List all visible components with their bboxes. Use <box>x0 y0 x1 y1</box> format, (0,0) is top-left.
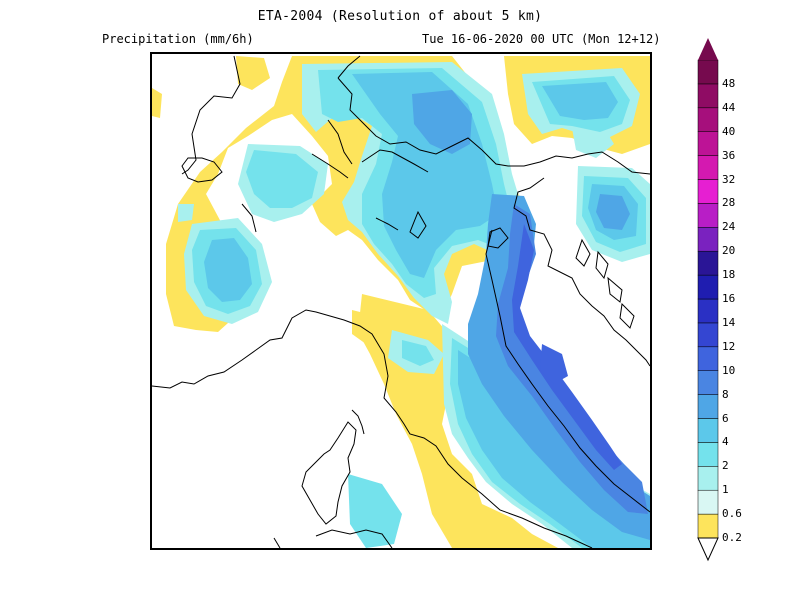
colorbar-label: 36 <box>722 148 736 162</box>
colorbar-label: 48 <box>722 76 736 90</box>
colorbar-label: 44 <box>722 100 736 114</box>
colorbar-label: 10 <box>722 363 736 377</box>
colorbar-label: 2 <box>722 459 729 473</box>
variable-label: Precipitation (mm/6h) <box>102 32 254 46</box>
precip-strong <box>496 204 648 514</box>
colorbar-swatch-24 <box>697 203 719 228</box>
colorbar-label: 40 <box>722 124 736 138</box>
coastline-borders <box>152 55 650 548</box>
colorbar-swatch-1 <box>697 466 719 491</box>
colorbar-swatch-6 <box>697 394 719 419</box>
valid-time-label: Tue 16-06-2020 00 UTC (Mon 12+12) <box>422 32 661 46</box>
colorbar-swatches <box>697 59 719 539</box>
colorbar-swatch-48 <box>697 59 719 85</box>
colorbar-swatch-16 <box>697 274 719 300</box>
colorbar-label: 18 <box>722 268 736 282</box>
colorbar-swatch-44 <box>697 83 719 109</box>
colorbar-swatch-14 <box>697 298 719 324</box>
precip-heavy <box>512 224 622 470</box>
colorbar-swatch-12 <box>697 322 719 348</box>
colorbar-label: 12 <box>722 339 736 353</box>
colorbar-label: 32 <box>722 172 736 186</box>
colorbar-top-arrow <box>698 38 718 60</box>
colorbar-swatch-10 <box>697 346 719 371</box>
colorbar-label: 0.6 <box>722 507 742 521</box>
precipitation-map <box>150 52 652 550</box>
colorbar-swatch-2 <box>697 442 719 467</box>
colorbar-label: 20 <box>722 244 736 258</box>
colorbar-bottom-arrow <box>697 537 719 562</box>
colorbar-label: 1 <box>722 483 729 497</box>
colorbar-label: 0.2 <box>722 531 742 544</box>
colorbar-swatch-40 <box>697 107 719 132</box>
colorbar-swatch-32 <box>697 155 719 180</box>
colorbar-swatch-20 <box>697 227 719 252</box>
colorbar-label: 6 <box>722 411 729 425</box>
colorbar-swatch-0.6 <box>697 489 719 515</box>
precipitation-colorbar <box>690 30 800 570</box>
colorbar-swatch-18 <box>697 250 719 276</box>
colorbar-label: 16 <box>722 292 736 305</box>
colorbar-swatch-4 <box>697 418 719 443</box>
colorbar-swatch-36 <box>697 131 719 156</box>
map-title: ETA-2004 (Resolution of about 5 km) <box>257 9 543 24</box>
colorbar-label: 8 <box>722 387 729 401</box>
colorbar-label: 24 <box>722 220 736 234</box>
colorbar-swatch-0.2 <box>697 513 719 539</box>
colorbar-swatch-28 <box>697 179 719 204</box>
colorbar-label: 28 <box>722 196 736 210</box>
colorbar-label: 4 <box>722 435 729 449</box>
colorbar-label: 14 <box>722 315 736 329</box>
colorbar-swatch-8 <box>697 370 719 395</box>
